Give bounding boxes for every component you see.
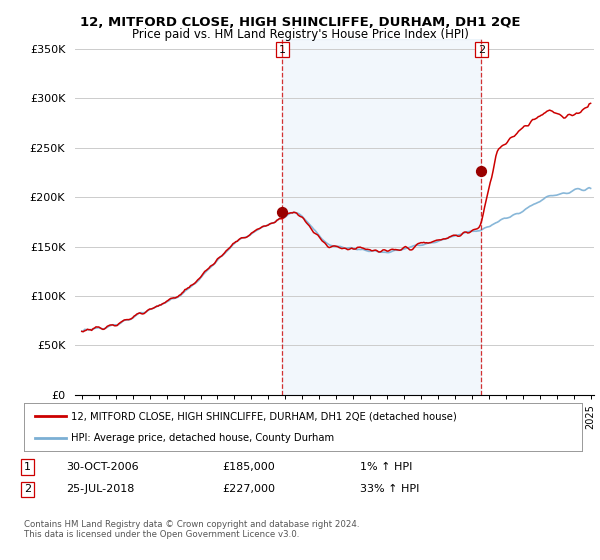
Text: 30-OCT-2006: 30-OCT-2006 bbox=[66, 462, 139, 472]
Text: £185,000: £185,000 bbox=[222, 462, 275, 472]
Text: 1% ↑ HPI: 1% ↑ HPI bbox=[360, 462, 412, 472]
Text: 1: 1 bbox=[279, 45, 286, 54]
Text: 12, MITFORD CLOSE, HIGH SHINCLIFFE, DURHAM, DH1 2QE: 12, MITFORD CLOSE, HIGH SHINCLIFFE, DURH… bbox=[80, 16, 520, 29]
Text: 1: 1 bbox=[24, 462, 31, 472]
Text: Contains HM Land Registry data © Crown copyright and database right 2024.
This d: Contains HM Land Registry data © Crown c… bbox=[24, 520, 359, 539]
Text: 33% ↑ HPI: 33% ↑ HPI bbox=[360, 484, 419, 494]
Text: 25-JUL-2018: 25-JUL-2018 bbox=[66, 484, 134, 494]
Point bbox=[476, 166, 486, 175]
Text: 2: 2 bbox=[478, 45, 485, 54]
Text: 12, MITFORD CLOSE, HIGH SHINCLIFFE, DURHAM, DH1 2QE (detached house): 12, MITFORD CLOSE, HIGH SHINCLIFFE, DURH… bbox=[71, 411, 457, 421]
Text: 2: 2 bbox=[24, 484, 31, 494]
Text: Price paid vs. HM Land Registry's House Price Index (HPI): Price paid vs. HM Land Registry's House … bbox=[131, 28, 469, 41]
Text: HPI: Average price, detached house, County Durham: HPI: Average price, detached house, Coun… bbox=[71, 433, 335, 443]
Text: £227,000: £227,000 bbox=[222, 484, 275, 494]
Point bbox=[278, 208, 287, 217]
Bar bbox=[283, 39, 481, 395]
